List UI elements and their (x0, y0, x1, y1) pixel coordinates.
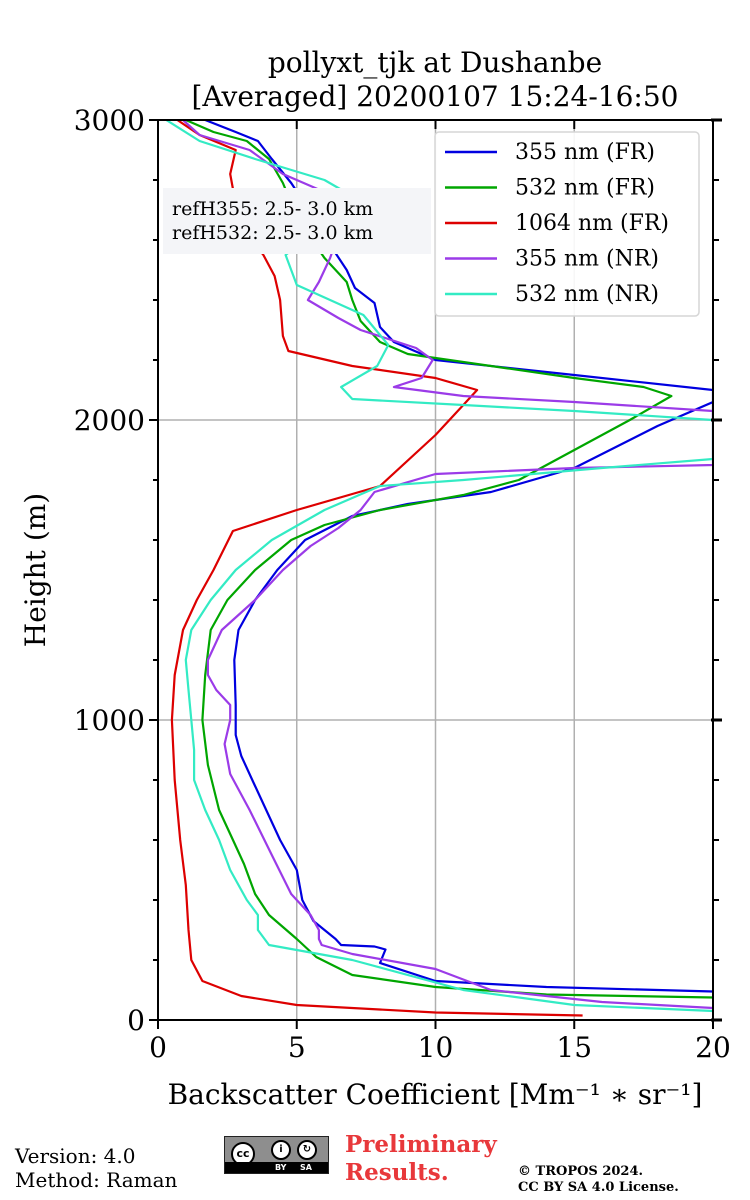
copyright-line-2: CC BY SA 4.0 License. (518, 1180, 679, 1196)
chart-title-line-2: [Averaged] 20200107 15:24-16:50 (192, 80, 679, 113)
y-tick-label: 0 (127, 1004, 145, 1037)
chart-title-line-1: pollyxt_tjk at Dushanbe (268, 46, 602, 79)
copyright-note: © TROPOS 2024. CC BY SA 4.0 License. (518, 1164, 679, 1196)
method-label: Method: Raman (15, 1167, 177, 1193)
y-tick-label: 3000 (74, 104, 145, 137)
share-alike-icon: ↻ (297, 1140, 317, 1160)
y-tick-label: 2000 (74, 404, 145, 437)
x-axis-label: Backscatter Coefficient [Mm⁻¹ ∗ sr⁻¹] (168, 1078, 703, 1111)
copyright-line-1: © TROPOS 2024. (518, 1164, 679, 1180)
x-tick-label: 0 (149, 1031, 167, 1064)
x-tick-label: 15 (556, 1031, 592, 1064)
legend-label: 532 nm (FR) (515, 176, 655, 201)
preliminary-line-2: Results. (345, 1159, 497, 1187)
legend: 355 nm (FR) 532 nm (FR) 1064 nm (FR) 355 nm… (435, 132, 699, 316)
legend-label: 355 nm (NR) (515, 247, 659, 272)
y-tick-label: 1000 (74, 704, 145, 737)
x-tick-label: 5 (288, 1031, 306, 1064)
legend-label: 1064 nm (FR) (515, 211, 669, 236)
x-tick-label: 10 (418, 1031, 454, 1064)
reference-height-annotation: refH355: 2.5- 3.0 km refH532: 2.5- 3.0 k… (163, 188, 431, 254)
badge-by-label: BY (275, 1162, 286, 1173)
cc-license-badge-icon: cc i ↻ BY SA (224, 1136, 329, 1174)
badge-sa-label: SA (300, 1162, 312, 1173)
legend-label: 355 nm (FR) (515, 140, 655, 165)
annotation-line-355: refH355: 2.5- 3.0 km (172, 198, 373, 220)
attribution-icon: i (271, 1140, 291, 1160)
x-tick-label: 20 (695, 1031, 731, 1064)
preliminary-line-1: Preliminary (345, 1131, 497, 1159)
y-axis-label: Height (m) (19, 493, 52, 647)
annotation-line-532: refH532: 2.5- 3.0 km (172, 222, 373, 244)
version-label: Version: 4.0 (15, 1143, 136, 1169)
backscatter-profile-chart: pollyxt_tjk at Dushanbe [Averaged] 20200… (0, 0, 750, 1130)
preliminary-results-note: Preliminary Results. (345, 1131, 497, 1187)
legend-label: 532 nm (NR) (515, 282, 659, 307)
